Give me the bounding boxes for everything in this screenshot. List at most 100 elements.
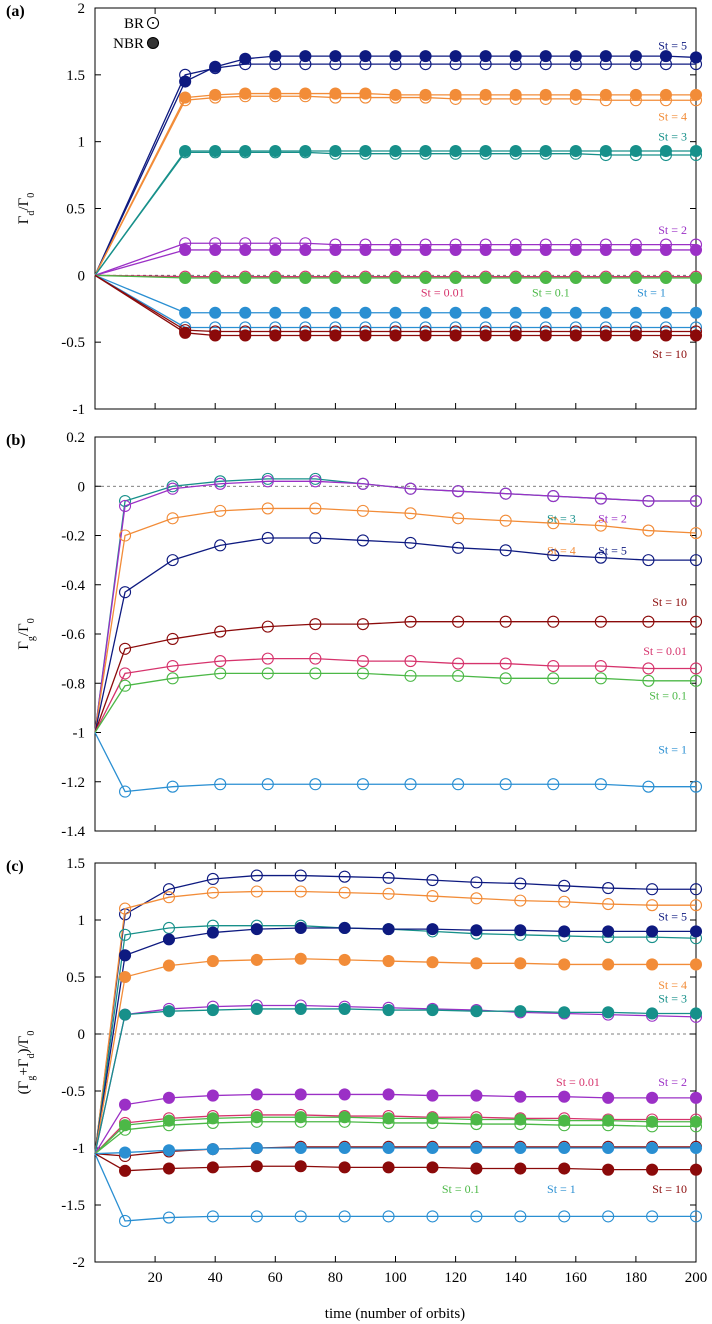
y-tick-label: 1 <box>78 913 86 929</box>
data-point <box>119 785 132 798</box>
y-tick-label: 0 <box>78 1027 86 1043</box>
y-tick-label: -0.5 <box>61 1084 85 1100</box>
data-point <box>162 1114 176 1127</box>
data-point <box>214 504 227 517</box>
data-point <box>689 1210 703 1223</box>
data-point <box>689 899 703 912</box>
x-tick-label: 60 <box>268 1270 283 1286</box>
data-point <box>599 243 612 256</box>
data-point <box>382 1116 395 1129</box>
data-point <box>449 50 462 63</box>
series-label: St = 3 <box>658 992 687 1006</box>
data-point <box>119 1008 132 1021</box>
data-point <box>599 271 612 285</box>
data-point <box>162 959 176 972</box>
data-point <box>356 504 369 517</box>
data-point <box>602 925 615 938</box>
data-point <box>449 243 462 256</box>
data-point <box>269 271 282 285</box>
data-point <box>119 1123 132 1136</box>
y-tick-label: -2 <box>73 1255 86 1271</box>
data-point <box>119 1119 132 1132</box>
data-point <box>449 144 462 158</box>
data-point <box>499 544 512 557</box>
data-point <box>599 306 612 319</box>
y-tick-label: 0.2 <box>66 430 85 446</box>
data-point <box>470 876 483 889</box>
data-point <box>309 652 322 665</box>
data-point <box>329 87 342 100</box>
data-point <box>179 306 192 319</box>
data-point <box>479 271 492 285</box>
data-point <box>338 1111 351 1124</box>
data-point <box>269 243 282 256</box>
data-point <box>659 271 673 285</box>
data-point <box>299 271 312 285</box>
data-point <box>214 655 227 668</box>
data-point <box>514 1113 527 1126</box>
data-point <box>239 87 252 100</box>
data-point <box>514 894 527 907</box>
data-point <box>569 306 582 319</box>
panel-label: (c) <box>6 858 24 875</box>
data-point <box>594 778 607 791</box>
data-point <box>338 886 351 899</box>
series-group <box>94 50 703 342</box>
series-label: St = 1 <box>658 743 687 757</box>
data-point <box>206 1004 219 1017</box>
data-point <box>569 50 582 63</box>
data-point <box>294 1088 307 1101</box>
data-point <box>359 50 372 63</box>
data-point <box>329 50 342 63</box>
data-point <box>404 778 417 791</box>
data-point <box>389 329 402 342</box>
data-point <box>359 243 372 256</box>
data-point <box>356 534 369 547</box>
data-point <box>419 329 432 342</box>
data-point <box>426 1112 439 1125</box>
data-point <box>689 1141 703 1155</box>
data-point <box>659 50 673 63</box>
data-point <box>426 874 439 887</box>
y-tick-label: 0.5 <box>66 202 85 218</box>
data-point <box>119 642 132 655</box>
data-point <box>209 271 222 285</box>
series-line <box>94 890 696 1154</box>
data-point <box>499 487 512 500</box>
series-line <box>94 1121 696 1155</box>
data-point <box>166 482 179 495</box>
data-point <box>602 882 615 895</box>
y-tick-label: 1.5 <box>66 68 85 84</box>
data-point <box>509 306 522 319</box>
y-tick-label: -0.6 <box>61 627 85 643</box>
data-point <box>629 329 642 342</box>
data-point <box>602 1141 615 1155</box>
series-line <box>94 1004 697 1154</box>
data-point <box>261 475 274 488</box>
data-point <box>426 1004 439 1017</box>
data-point <box>449 329 462 342</box>
data-point <box>547 778 560 791</box>
data-point <box>479 243 492 256</box>
data-point <box>206 1210 219 1223</box>
data-point <box>419 144 432 158</box>
data-point <box>356 618 369 631</box>
data-point <box>419 243 432 256</box>
data-point <box>689 329 703 342</box>
series-group <box>94 472 703 798</box>
data-point <box>250 1002 263 1015</box>
y-tick-label: 1 <box>78 135 86 151</box>
data-point <box>642 494 655 508</box>
data-point <box>239 243 252 256</box>
series-label: St = 5 <box>658 910 687 924</box>
data-point <box>359 144 372 158</box>
data-point <box>558 1006 571 1019</box>
data-point <box>338 1002 351 1015</box>
data-point <box>309 531 322 545</box>
data-point <box>119 1146 132 1159</box>
series-line <box>94 537 696 733</box>
data-point <box>514 877 527 890</box>
y-tick-label: -0.4 <box>61 578 85 594</box>
data-point <box>309 667 322 680</box>
data-point <box>389 306 402 319</box>
